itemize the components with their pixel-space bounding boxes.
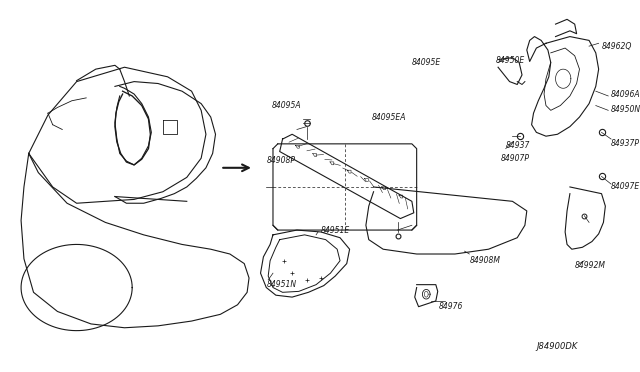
- Text: 84992M: 84992M: [575, 261, 605, 270]
- Text: 84950N: 84950N: [611, 105, 640, 114]
- Text: 84937P: 84937P: [611, 140, 640, 148]
- Text: 84962Q: 84962Q: [602, 42, 632, 51]
- Text: 84976: 84976: [438, 302, 463, 311]
- Text: 84937: 84937: [506, 141, 530, 150]
- Text: 84951N: 84951N: [266, 280, 296, 289]
- Text: 84908P: 84908P: [266, 155, 295, 165]
- Text: 84095A: 84095A: [272, 101, 301, 110]
- Text: 84096A: 84096A: [611, 90, 640, 99]
- Text: J84900DK: J84900DK: [536, 342, 578, 352]
- Text: 84950E: 84950E: [496, 56, 525, 65]
- Text: 84951E: 84951E: [321, 225, 350, 235]
- Text: 84097E: 84097E: [611, 182, 640, 192]
- Text: 84095E: 84095E: [412, 58, 441, 67]
- Text: 84908M: 84908M: [469, 256, 500, 265]
- Text: 84095EA: 84095EA: [372, 113, 406, 122]
- Text: 84907P: 84907P: [501, 154, 530, 163]
